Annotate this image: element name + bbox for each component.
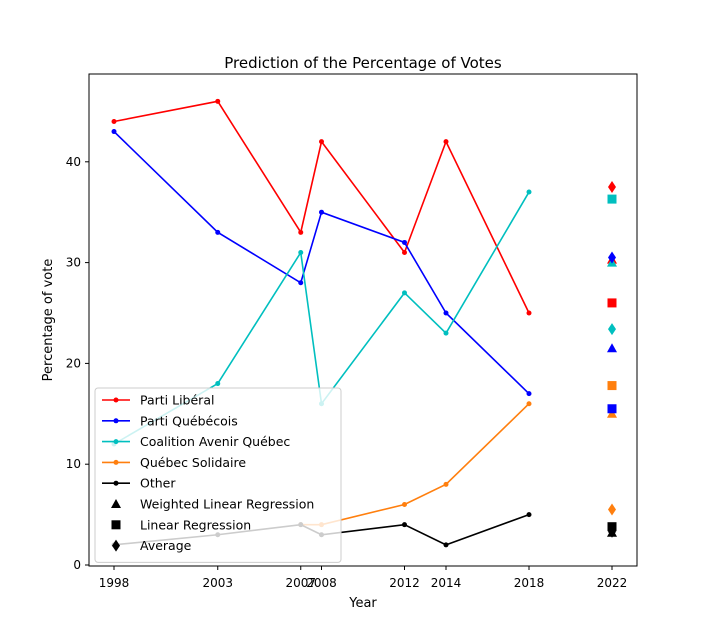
y-tick-label-1: 10 <box>66 457 81 471</box>
x-tick-label-1: 2003 <box>202 576 233 590</box>
legend-method-label-0: Weighted Linear Regression <box>140 497 314 512</box>
series-0-point-5 <box>443 139 449 145</box>
prediction-square-1 <box>607 404 617 414</box>
prediction-diamond-1 <box>608 251 616 264</box>
legend-label-4: Other <box>140 476 176 491</box>
series-1-point-3 <box>319 209 324 215</box>
x-tick-label-5: 2014 <box>431 576 462 590</box>
series-0-point-2 <box>298 229 304 235</box>
x-tick-label-3: 2008 <box>306 576 337 590</box>
series-2-point-6 <box>526 189 532 195</box>
legend-marker-4 <box>113 480 119 486</box>
series-0-point-6 <box>526 310 532 316</box>
x-tick-label-7: 2022 <box>597 576 628 590</box>
series-0-point-4 <box>402 250 407 256</box>
prediction-diamond-2 <box>608 323 616 336</box>
legend: Parti Libéral Parti Québécois Coalition Av… <box>94 387 342 563</box>
x-tick-label-0: 1998 <box>99 576 130 590</box>
y-axis-label: Percentage of vote <box>41 259 56 382</box>
prediction-diamond-3 <box>608 503 616 516</box>
y-tick-label-0: 0 <box>73 558 81 572</box>
series-1-point-6 <box>526 391 532 397</box>
series-4-point-6 <box>526 512 532 518</box>
y-tick-label-3: 30 <box>66 256 81 270</box>
series-2-point-1 <box>215 381 221 387</box>
legend-marker-3 <box>113 459 119 465</box>
legend-square-icon <box>111 520 121 530</box>
x-tick-label-6: 2018 <box>514 576 545 590</box>
series-1-point-0 <box>111 129 117 135</box>
prediction-diamond-4 <box>608 525 616 538</box>
series-3-point-3 <box>443 481 449 487</box>
series-1-point-4 <box>402 239 407 245</box>
plot-area <box>88 73 638 567</box>
legend-method-label-1: Linear Regression <box>140 517 251 532</box>
prediction-square-2 <box>607 194 617 204</box>
series-1-point-1 <box>215 229 221 235</box>
series-0-point-3 <box>319 139 324 145</box>
series-0-point-0 <box>111 118 117 124</box>
y-tick-label-2: 20 <box>66 356 81 370</box>
x-axis-label: Year <box>348 596 377 611</box>
y-tick-label-4: 40 <box>66 155 81 169</box>
x-tick-label-2: 2007 <box>285 576 316 590</box>
prediction-triangle-3 <box>607 408 617 418</box>
series-3-point-2 <box>402 502 407 508</box>
legend-triangle-icon <box>111 499 121 508</box>
series-3-point-4 <box>526 401 532 407</box>
legend-label-1: Parti Québécois <box>140 413 238 428</box>
prediction-triangle-1 <box>607 343 617 353</box>
chart-title: Prediction of the Percentage of Votes <box>224 54 502 72</box>
series-1-point-2 <box>298 280 304 286</box>
legend-method-label-2: Average <box>140 538 192 553</box>
legend-label-0: Parti Libéral <box>140 393 214 408</box>
series-4-point-5 <box>443 542 449 548</box>
prediction-square-3 <box>607 381 617 391</box>
legend-diamond-icon <box>112 539 120 552</box>
legend-marker-0 <box>113 397 119 403</box>
legend-label-3: Québec Solidaire <box>140 455 246 470</box>
prediction-square-0 <box>607 298 617 308</box>
prediction-diamond-0 <box>608 181 616 193</box>
series-1-point-5 <box>443 310 449 316</box>
legend-label-2: Coalition Avenir Québec <box>140 434 290 449</box>
series-4-point-4 <box>402 522 407 528</box>
series-0-point-1 <box>215 98 221 104</box>
legend-marker-2 <box>113 439 119 445</box>
series-2-point-5 <box>443 330 449 336</box>
series-2-point-4 <box>402 290 407 296</box>
legend-box <box>94 387 342 563</box>
x-tick-label-4: 2012 <box>389 576 420 590</box>
legend-marker-1 <box>113 418 119 424</box>
series-2-point-2 <box>298 250 304 256</box>
prediction-layer <box>607 181 617 538</box>
